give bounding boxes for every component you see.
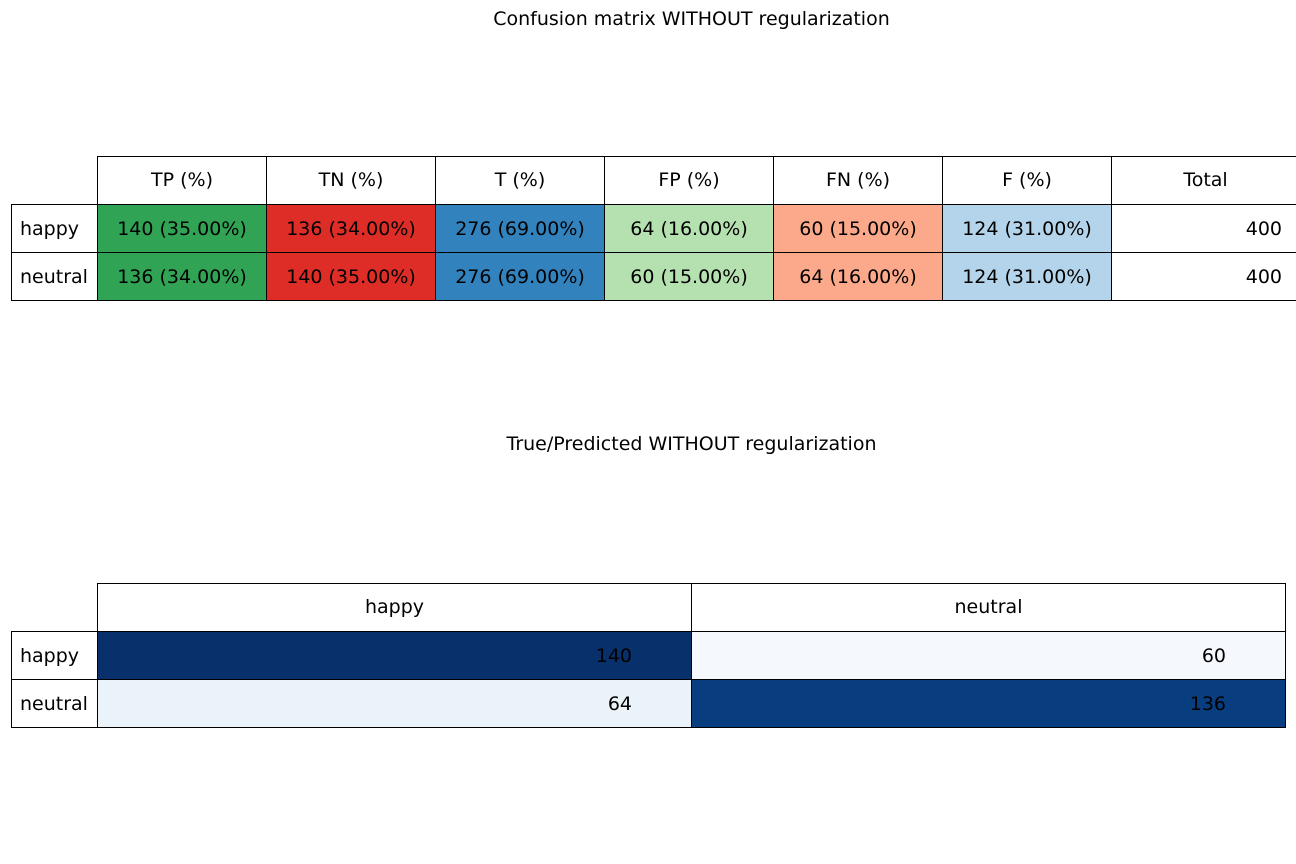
column-header: Total [1111,156,1296,205]
table-cell: 124 (31.00%) [942,204,1112,253]
row-label: happy [11,204,98,253]
table-cell: 140 (35.00%) [97,204,267,253]
heatmap-cell: 64 [97,679,692,728]
heatmap-cell: 140 [97,631,692,680]
table-cell: 60 (15.00%) [604,252,774,301]
table-cell: 276 (69.00%) [435,204,605,253]
column-header: FN (%) [773,156,943,205]
table-cell: 64 (16.00%) [604,204,774,253]
column-header: FP (%) [604,156,774,205]
confusion-matrix-title: Confusion matrix WITHOUT regularization [493,8,890,30]
true-predicted-title: True/Predicted WITHOUT regularization [506,433,877,455]
table-cell: 400 [1111,252,1296,301]
table-cell: 136 (34.00%) [266,204,436,253]
row-label: neutral [11,679,98,728]
table-cell: 64 (16.00%) [773,252,943,301]
table-cell: 124 (31.00%) [942,252,1112,301]
table-cell: 60 (15.00%) [773,204,943,253]
heatmap-cell: 136 [691,679,1286,728]
table-cell: 276 (69.00%) [435,252,605,301]
column-header: TP (%) [97,156,267,205]
table-cell: 136 (34.00%) [97,252,267,301]
column-header: F (%) [942,156,1112,205]
column-header: neutral [691,583,1286,632]
table-cell: 140 (35.00%) [266,252,436,301]
column-header: happy [97,583,692,632]
row-label: happy [11,631,98,680]
table-cell: 400 [1111,204,1296,253]
column-header: TN (%) [266,156,436,205]
row-label: neutral [11,252,98,301]
heatmap-cell: 60 [691,631,1286,680]
column-header: T (%) [435,156,605,205]
